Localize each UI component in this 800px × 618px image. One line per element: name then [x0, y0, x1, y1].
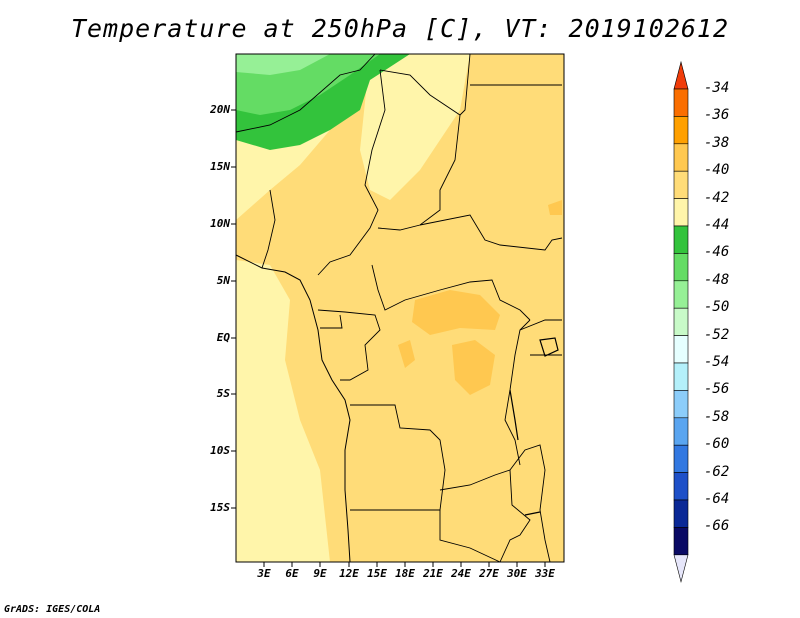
lon-label-9e: 9E: [313, 567, 327, 580]
colorbar-swatch: [673, 444, 689, 473]
colorbar-swatch: [673, 307, 689, 336]
axis-ticks: [231, 109, 546, 567]
colorbar-label: -58: [704, 408, 730, 425]
map-frame: [235, 53, 565, 563]
lon-label-15e: 15E: [367, 567, 387, 580]
lon-label-21e: 21E: [423, 567, 443, 580]
colorbar-swatch: [673, 335, 689, 364]
colorbar-swatch: [673, 170, 689, 199]
lat-label-15n: 15N: [210, 160, 230, 173]
lat-label-10n: 10N: [210, 217, 230, 230]
colorbar-label: -34: [704, 80, 730, 96]
pale-field-sahara: [360, 54, 470, 200]
colorbar-label: -46: [704, 244, 730, 261]
colorbar-label: -56: [704, 381, 730, 398]
colorbar-label: -54: [704, 354, 730, 370]
colorbar-label: -38: [704, 134, 730, 151]
lon-label-24e: 24E: [451, 567, 471, 580]
lat-label-5n: 5N: [216, 274, 230, 287]
lat-label-15s: 15S: [210, 501, 230, 514]
colorbar-swatch: [673, 116, 689, 145]
pale-field-atlantic: [236, 260, 330, 562]
colorbar-label: -36: [704, 107, 730, 124]
colorbar-swatch: [673, 253, 689, 282]
colorbar-label: -62: [704, 463, 730, 480]
cold-patch-48: [236, 54, 330, 75]
colorbar-swatch: [673, 225, 689, 254]
lat-label-eq: EQ: [216, 331, 230, 344]
colorbar-label: -42: [704, 189, 730, 206]
colorbar-label: -64: [704, 491, 730, 507]
colorbar-swatch: [673, 390, 689, 419]
colorbar-swatch: [673, 527, 689, 556]
colorbar: [673, 60, 689, 583]
colorbar-swatch: [673, 280, 689, 309]
lon-label-27e: 27E: [479, 567, 499, 580]
warm-patch-west: [398, 340, 415, 368]
colorbar-swatch: [673, 198, 689, 227]
lat-label-5s: 5S: [216, 387, 230, 400]
warm-patch-south: [452, 340, 495, 395]
colorbar-arrow-top: [673, 60, 689, 90]
lat-label-10s: 10S: [210, 444, 230, 457]
colorbar-swatch: [673, 472, 689, 501]
lon-label-6e: 6E: [285, 567, 299, 580]
lon-label-3e: 3E: [257, 567, 271, 580]
colorbar-swatch: [673, 417, 689, 446]
lon-label-12e: 12E: [339, 567, 359, 580]
map-title: Temperature at 250hPa [C], VT: 201910261…: [70, 14, 730, 43]
colorbar-label: -44: [704, 217, 730, 233]
colorbar-label: -40: [704, 162, 730, 179]
lon-label-30e: 30E: [507, 567, 527, 580]
colorbar-swatch: [673, 143, 689, 172]
colorbar-swatch: [673, 499, 689, 528]
map-panel: [235, 53, 565, 563]
warm-patch-north: [412, 290, 500, 335]
lon-label-33e: 33E: [535, 567, 555, 580]
lon-label-18e: 18E: [395, 567, 415, 580]
colorbar-arrow-bottom: [673, 554, 689, 583]
colorbar-label: -60: [704, 436, 730, 453]
atlantic-coastline: [235, 254, 351, 563]
grads-credit: GrADS: IGES/COLA: [4, 604, 101, 615]
warm-patch-east: [548, 200, 562, 215]
colorbar-swatch: [673, 88, 689, 117]
colorbar-label: -48: [704, 271, 730, 288]
colorbar-label: -50: [704, 299, 730, 316]
lakes: [509, 337, 559, 516]
lat-label-20n: 20N: [210, 103, 230, 116]
colorbar-swatch: [673, 362, 689, 391]
colorbar-label: -66: [704, 518, 730, 535]
colorbar-label: -52: [704, 326, 730, 343]
country-borders: [235, 53, 563, 563]
